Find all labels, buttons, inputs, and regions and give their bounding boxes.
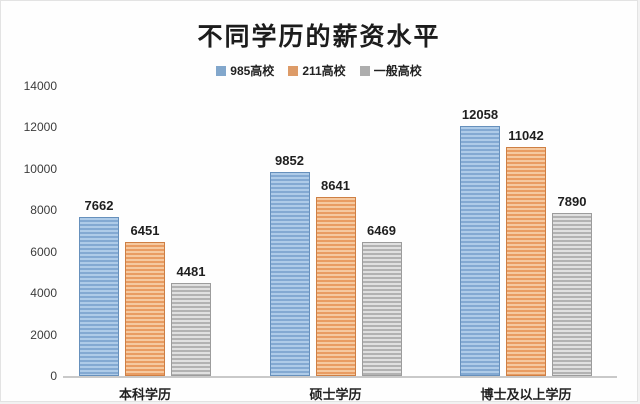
bar [269, 172, 310, 376]
y-axis: 0 2000 4000 6000 8000 10000 12000 14000 [9, 79, 57, 383]
bar-column: 6469 [361, 86, 402, 376]
legend-label: 985高校 [230, 64, 275, 78]
chart-area: 0 2000 4000 6000 8000 10000 12000 14000 7662 645… [9, 79, 617, 403]
legend: 985高校 211高校 一般高校 [1, 63, 637, 78]
chart-title: 不同学历的薪资水平 [197, 22, 441, 51]
bar [460, 126, 500, 376]
x-category-label: 博士及以上学历 [480, 387, 572, 402]
bar-value-label: 12058 [461, 107, 499, 122]
legend-swatch-icon [216, 65, 227, 76]
bar-value-label: 9852 [275, 153, 304, 168]
bar [125, 242, 165, 376]
bar-column: 6451 [125, 86, 165, 376]
y-tick-label: 0 [50, 369, 57, 383]
legend-item: 一般高校 [359, 62, 422, 79]
bar [361, 242, 402, 376]
bar-group: 7662 6451 4481 [79, 86, 211, 376]
bar-column: 7890 [552, 86, 592, 376]
y-tick-label: 8000 [30, 203, 57, 218]
y-tick-label: 6000 [30, 244, 57, 259]
bar [79, 217, 119, 376]
bar-column: 11042 [506, 86, 546, 376]
x-category-label: 硕士学历 [309, 387, 362, 402]
y-tick-label: 14000 [23, 79, 57, 93]
x-axis-labels: 本科学历 硕士学历 博士及以上学历 [63, 384, 617, 403]
bar-value-label: 6451 [130, 223, 160, 238]
bar-column: 8641 [315, 86, 356, 376]
legend-label: 一般高校 [373, 64, 422, 78]
y-tick-label: 10000 [23, 161, 57, 176]
bar-value-label: 8641 [321, 178, 350, 193]
bar-value-label: 7662 [84, 198, 114, 213]
bar-group: 9852 8641 6469 [269, 86, 402, 376]
legend-swatch-icon [359, 65, 370, 76]
bar-value-label: 6469 [367, 223, 396, 238]
bar [552, 213, 592, 376]
y-tick-label: 4000 [30, 286, 57, 301]
legend-swatch-icon [288, 65, 299, 76]
bar-value-label: 11042 [508, 128, 544, 143]
legend-item: 211高校 [288, 62, 346, 79]
legend-item: 985高校 [216, 62, 274, 79]
bar-column: 4481 [171, 86, 211, 376]
bar [171, 283, 211, 376]
bar-column: 7662 [79, 86, 119, 376]
bar-value-label: 7890 [557, 194, 587, 209]
bar-column: 12058 [460, 86, 500, 376]
x-category-label: 本科学历 [118, 387, 171, 402]
y-tick-label: 2000 [30, 327, 57, 342]
bar [315, 197, 356, 376]
bar-value-label: 4481 [176, 264, 206, 279]
bar-column: 9852 [269, 86, 310, 376]
y-tick-label: 12000 [23, 120, 57, 135]
legend-label: 211高校 [302, 64, 346, 78]
bar [506, 147, 546, 376]
plot-region: 7662 6451 4481 9852 8641 6469 12058 11042 7890 [63, 86, 617, 378]
bar-group: 12058 11042 7890 [460, 86, 592, 376]
